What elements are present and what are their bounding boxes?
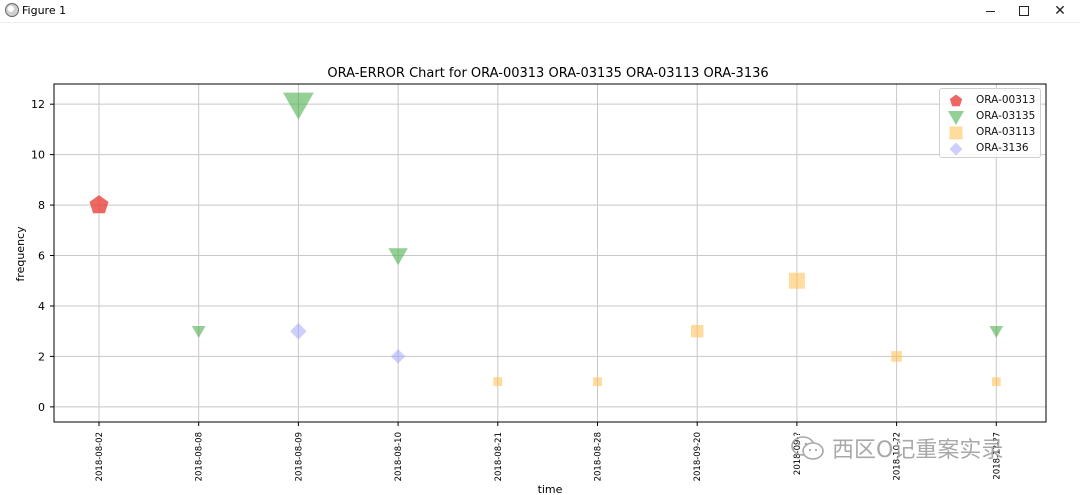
data-point (891, 351, 902, 362)
legend-item: ORA-03113 (946, 125, 1040, 141)
legend-item: ORA-00313 (946, 93, 1040, 109)
y-tick-label: 8 (38, 199, 45, 212)
x-axis-label: time (538, 483, 563, 495)
minimize-button[interactable] (970, 0, 1010, 22)
data-markers (89, 92, 1004, 387)
x-tick-label: 2018-1?-?7 (992, 432, 1002, 480)
wechat-icon (791, 436, 824, 460)
y-axis-label: frequency (14, 226, 27, 282)
data-point (691, 324, 704, 338)
legend-label: ORA-00313 (976, 94, 1036, 106)
data-point (388, 248, 408, 266)
x-tick-label: 2018-09-20 (693, 432, 703, 481)
close-button[interactable]: ✕ (1040, 0, 1080, 22)
legend-marker (949, 142, 963, 156)
watermark: 西区O记重案实录 (790, 430, 1003, 466)
window-titlebar: Figure 1 ✕ (0, 0, 1080, 23)
chart-title: ORA-ERROR Chart for ORA-00313 ORA-03135 … (327, 66, 768, 81)
data-point (989, 326, 1004, 339)
plot-frame (53, 83, 1047, 423)
legend-item: ORA-03135 (946, 109, 1040, 125)
x-tick-label: 2018-08-28 (594, 432, 604, 481)
y-tick-label: 4 (38, 300, 45, 313)
x-tick-label: 2018-08-09 (294, 432, 304, 481)
legend-marker-shape (949, 126, 963, 140)
legend-marker-shape (949, 142, 963, 156)
x-tick-label: 2018-08-08 (195, 432, 205, 481)
data-point (593, 377, 602, 387)
data-point (991, 377, 1001, 387)
chart-legend: ORA-00313 ORA-03135 ORA-03113 ORA-3136 (939, 88, 1041, 158)
close-icon: ✕ (1054, 3, 1066, 19)
legend-marker (949, 94, 963, 107)
watermark-text: 西区O记重案实录 (832, 438, 1004, 463)
x-tick-label: 2018-08-02 (95, 432, 105, 481)
data-point (89, 195, 109, 214)
legend-marker (949, 126, 963, 140)
x-tick-label: 2018-08-10 (394, 432, 404, 481)
y-tick-label: 10 (31, 149, 45, 162)
legend-label: ORA-03135 (976, 110, 1036, 122)
minimize-icon (985, 10, 995, 12)
legend-marker (948, 111, 964, 125)
legend-marker-shape (949, 94, 963, 107)
x-tick-label: 2018-10-?2 (893, 432, 903, 481)
y-tick-label: 2 (38, 350, 45, 363)
legend-item: ORA-3136 (946, 141, 1040, 157)
x-tick-label: 2018-08-21 (494, 432, 504, 481)
y-axis-ticks: 0 2 4 6 8 10 12 (31, 98, 54, 414)
chart-canvas: 0 2 4 6 8 10 12 2018-08-02 2018-08-08 2018-08-09… (14, 66, 1047, 495)
legend-marker-shape (948, 111, 964, 125)
y-tick-label: 6 (38, 250, 45, 263)
window-title: Figure 1 (22, 4, 67, 17)
legend-label: ORA-3136 (976, 142, 1029, 154)
maximize-icon (1019, 6, 1029, 16)
maximize-button[interactable] (1004, 0, 1044, 22)
y-tick-label: 12 (31, 98, 45, 111)
data-point (283, 92, 314, 120)
data-point (493, 377, 503, 387)
app-icon (5, 3, 19, 17)
data-point (390, 349, 406, 364)
data-point (191, 326, 206, 339)
y-tick-label: 0 (38, 401, 45, 414)
grid-lines (54, 84, 1046, 422)
data-point (788, 272, 805, 289)
legend-label: ORA-03113 (976, 126, 1036, 138)
data-point (290, 322, 307, 340)
